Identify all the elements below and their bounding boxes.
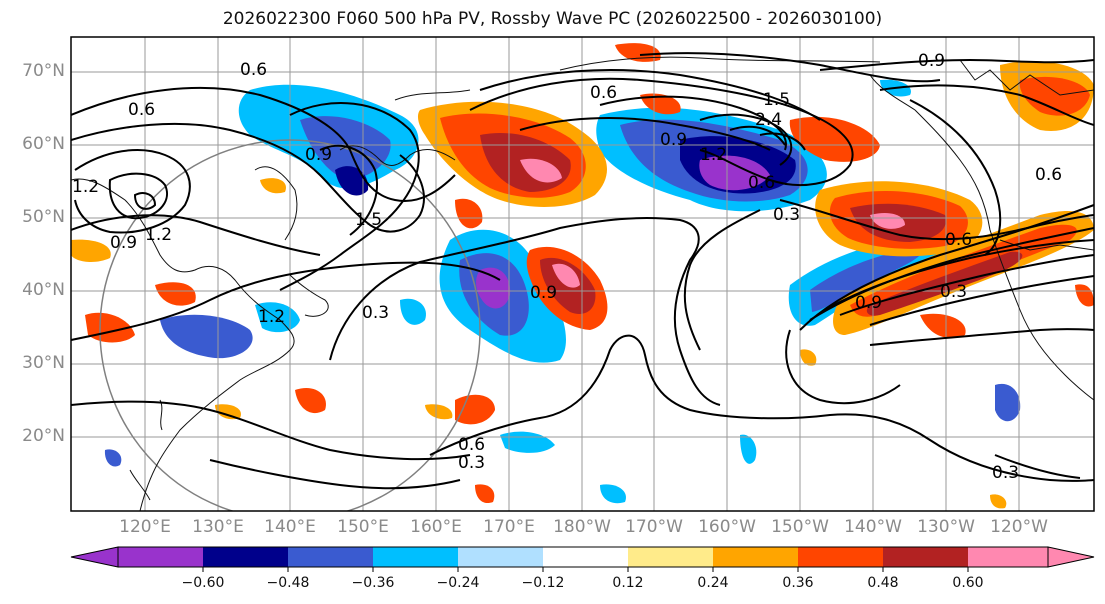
colorbar-tick-label: −0.48 — [266, 575, 310, 591]
contour-label: 0.6 — [945, 230, 972, 250]
colorbar-segment — [798, 547, 883, 567]
lon-label: 170°W — [625, 517, 683, 537]
lon-label: 180°W — [553, 517, 611, 537]
contour-label: 1.5 — [355, 210, 382, 230]
lon-label: 140°E — [264, 517, 316, 537]
contour-label: 1.2 — [700, 145, 727, 165]
colorbar — [70, 546, 1095, 572]
pv-contours — [71, 52, 1094, 490]
lat-label-20n: 20°N — [22, 426, 65, 446]
colorbar-segment — [458, 547, 543, 567]
contour-label: 0.9 — [110, 233, 137, 253]
contour-label: 0.9 — [305, 145, 332, 165]
lon-label: 130°W — [917, 517, 975, 537]
lat-label-40n: 40°N — [22, 280, 65, 300]
lon-label: 120°W — [990, 517, 1048, 537]
colorbar-segment — [713, 547, 798, 567]
lat-label-30n: 30°N — [22, 353, 65, 373]
contour-label: 0.3 — [362, 303, 389, 323]
contour-label: 0.3 — [940, 282, 967, 302]
colorbar-tick-label: 0.48 — [867, 575, 899, 591]
colorbar-tick-label: 0.12 — [612, 575, 644, 591]
contour-labels: 0.6 0.9 1.5 1.2 1.2 0.9 0.3 1.2 0.6 0.6 … — [72, 51, 1062, 483]
contour-label: 1.2 — [72, 177, 99, 197]
lon-label: 130°E — [192, 517, 244, 537]
contour-label: 0.3 — [458, 453, 485, 473]
contour-label: 0.9 — [530, 283, 557, 303]
colorbar-tick-label: −0.24 — [436, 575, 480, 591]
contour-label: 0.6 — [128, 100, 155, 120]
colorbar-segment — [373, 547, 458, 567]
colorbar-segment — [543, 547, 628, 567]
contour-label: 0.6 — [1035, 165, 1062, 185]
map-frame — [70, 36, 1095, 512]
contour-label: 0.9 — [918, 51, 945, 71]
contour-label: 1.2 — [258, 307, 285, 327]
colorbar-tick-label: −0.36 — [351, 575, 395, 591]
contour-label: 2.4 — [755, 110, 782, 130]
contour-label: 1.2 — [145, 225, 172, 245]
colorbar-tick-label: 0.60 — [952, 575, 984, 591]
negative-anomaly-sw — [160, 314, 253, 359]
map-title: 2026022300 F060 500 hPa PV, Rossby Wave … — [222, 9, 883, 29]
colorbar-segment — [203, 547, 288, 567]
positive-anomaly-gulf — [789, 116, 880, 162]
colorbar-tick-label: 0.24 — [697, 575, 729, 591]
colorbar-segment — [628, 547, 713, 567]
lat-label-50n: 50°N — [22, 207, 65, 227]
lon-label: 160°E — [410, 517, 462, 537]
lon-label: 170°E — [483, 517, 535, 537]
lon-label: 120°E — [119, 517, 171, 537]
lon-label: 150°E — [337, 517, 389, 537]
colorbar-right-extension — [1047, 546, 1095, 568]
contour-label: 0.6 — [240, 60, 267, 80]
contour-label: 0.9 — [855, 293, 882, 313]
colorbar-tick-label: −0.12 — [521, 575, 565, 591]
colorbar-left-extension — [70, 546, 119, 568]
colorbar-tick-label: 0.36 — [782, 575, 814, 591]
contour-label: 0.3 — [992, 463, 1019, 483]
lon-label: 150°W — [771, 517, 829, 537]
range-circle — [99, 139, 481, 511]
contour-label: 0.6 — [590, 83, 617, 103]
coastlines — [71, 56, 1094, 511]
contour-label: 0.3 — [773, 205, 800, 225]
contour-label: 0.6 — [458, 435, 485, 455]
colorbar-segment — [288, 547, 373, 567]
contour-label: 0.9 — [660, 130, 687, 150]
contour-label: 0.6 — [748, 173, 775, 193]
lon-label: 140°W — [844, 517, 902, 537]
contour-label: 1.5 — [763, 90, 790, 110]
colorbar-segment — [118, 547, 203, 567]
colorbar-segment — [883, 547, 968, 567]
lon-label: 160°W — [698, 517, 756, 537]
lat-label-60n: 60°N — [22, 134, 65, 154]
anomaly-shading — [71, 43, 1094, 509]
colorbar-segment — [968, 547, 1048, 567]
colorbar-tick-label: −0.60 — [181, 575, 225, 591]
lat-label-70n: 70°N — [22, 61, 65, 81]
